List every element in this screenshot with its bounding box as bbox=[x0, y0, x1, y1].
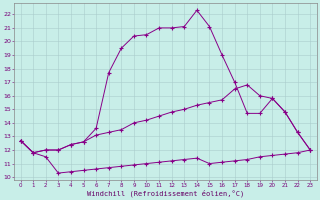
X-axis label: Windchill (Refroidissement éolien,°C): Windchill (Refroidissement éolien,°C) bbox=[87, 189, 244, 197]
